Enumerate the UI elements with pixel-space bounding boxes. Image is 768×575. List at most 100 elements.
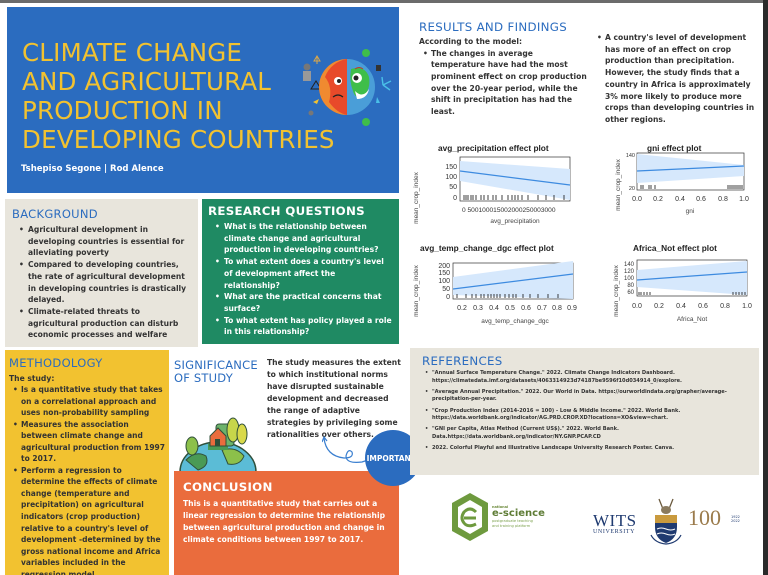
research-questions-list: What is the relationship between climate… — [208, 221, 393, 338]
earth-faces-illustration-icon — [303, 49, 392, 126]
reference-item: "Crop Production Index (2014-2016 = 100)… — [422, 408, 747, 423]
escience-hexagon-logo-icon — [452, 493, 488, 541]
significance-text: The study measures the extent to which i… — [267, 358, 401, 439]
references-section: REFERENCES "Annual Surface Temperature C… — [410, 348, 759, 475]
svg-text:mean_crop_index: mean_crop_index — [413, 264, 420, 316]
gni-plot-svg: mean_crop_index 140 20 0.0 0.2 0.4 0.6 0… — [615, 152, 749, 215]
africa-effect-plot: Africa_Not effect plot mean_crop_index 1… — [585, 243, 765, 348]
svg-text:1.0: 1.0 — [739, 196, 749, 203]
svg-text:0.6: 0.6 — [521, 305, 531, 312]
methodology-item: Measures the association between climate… — [9, 419, 165, 465]
centenary-years: 1922 2022 — [731, 515, 740, 523]
references-heading: REFERENCES — [422, 354, 503, 368]
svg-text:50: 50 — [449, 184, 457, 191]
svg-text:0.0: 0.0 — [632, 303, 642, 310]
methodology-list: Is a quantitative study that takes on a … — [9, 384, 165, 575]
reference-item: 2022. Colorful Playful and Illustrative … — [422, 445, 747, 453]
svg-text:Africa_Not: Africa_Not — [677, 316, 708, 323]
methodology-section: METHODOLOGY The study: Is a quantitative… — [5, 350, 169, 575]
methodology-intro: The study: — [9, 374, 55, 383]
curly-arrow-icon — [322, 436, 381, 463]
research-question-item: To what extent does a country's level of… — [208, 256, 393, 291]
conclusion-text: This is a quantitative study that carrie… — [183, 499, 386, 545]
plot-title: Africa_Not effect plot — [633, 243, 717, 253]
svg-text:0.4: 0.4 — [675, 196, 685, 203]
title-line-3: PRODUCTION IN — [22, 96, 223, 125]
escience-logo-text: national e-science postgraduate teaching… — [492, 505, 545, 528]
svg-text:mean_crop_index: mean_crop_index — [615, 158, 622, 210]
results-intro: According to the model: — [419, 37, 523, 46]
svg-text:100: 100 — [438, 278, 450, 285]
svg-text:100: 100 — [624, 276, 635, 282]
authors: Tshepiso Segone | Rod Alence — [21, 164, 164, 174]
svg-text:0.8: 0.8 — [552, 305, 562, 312]
title-line-2: AND AGRICULTURAL — [22, 67, 272, 96]
window-top-border — [0, 0, 768, 3]
svg-text:0.0: 0.0 — [632, 196, 642, 203]
svg-text:0.5: 0.5 — [505, 305, 515, 312]
svg-text:150: 150 — [438, 270, 450, 277]
research-questions-section: RESEARCH QUESTIONS What is the relations… — [202, 199, 399, 344]
background-list: Agricultural development in developing c… — [12, 224, 191, 341]
plot-title: avg_temp_change_dgc effect plot — [420, 243, 554, 253]
svg-text:0.7: 0.7 — [537, 305, 547, 312]
background-item: Compared to developing countries, the ra… — [12, 259, 191, 306]
temperature-effect-plot: avg_temp_change_dgc effect plot mean_cro… — [410, 243, 580, 348]
svg-text:0.9: 0.9 — [567, 305, 577, 312]
reference-item: "Annual Surface Temperature Change." 202… — [422, 370, 747, 385]
methodology-heading: METHODOLOGY — [9, 356, 103, 370]
methodology-item: Perform a regression to determine the ef… — [9, 465, 165, 575]
svg-text:20: 20 — [629, 186, 635, 192]
plot-title: avg_precipitation effect plot — [438, 143, 549, 153]
x-axis-label: avg_precipitation — [490, 218, 540, 225]
title-line-1: CLIMATE CHANGE — [22, 38, 243, 67]
escience-national: national — [492, 505, 509, 509]
results-column-1: According to the model: The changes in a… — [419, 36, 589, 118]
background-item: Agricultural development in developing c… — [12, 224, 191, 259]
precipitation-effect-plot: avg_precipitation effect plot mean_crop_… — [410, 143, 580, 243]
window-right-border — [763, 0, 768, 575]
results-column-2: A country's level of development has mor… — [593, 32, 763, 126]
results-list-1: The changes in average temperature have … — [419, 48, 589, 118]
results-item: A country's level of development has mor… — [593, 32, 763, 126]
svg-text:50: 50 — [442, 286, 450, 293]
svg-text:60: 60 — [627, 290, 634, 296]
svg-text:0: 0 — [446, 294, 450, 301]
references-list: "Annual Surface Temperature Change." 202… — [422, 370, 747, 453]
poster-title: CLIMATE CHANGE AND AGRICULTURAL PRODUCTI… — [22, 38, 382, 154]
svg-text:0.6: 0.6 — [696, 196, 706, 203]
precipitation-plot-svg: mean_crop_index 150 100 50 0 0 500100015… — [413, 156, 571, 225]
svg-text:0.3: 0.3 — [473, 305, 483, 312]
escience-name: e-science — [492, 508, 545, 519]
results-item: The changes in average temperature have … — [419, 48, 589, 118]
svg-text:0: 0 — [453, 195, 457, 202]
wits-logo-text: WITS UNIVERSITY — [593, 512, 637, 535]
svg-text:mean_crop_index: mean_crop_index — [613, 264, 620, 316]
reference-item: "Average Annual Precipitation." 2022. Ou… — [422, 389, 747, 404]
title-line-4: DEVELOPING COUNTRIES — [22, 125, 335, 154]
significance-heading-line1: SIGNIFICANCE — [174, 358, 258, 372]
year-start: 1922 — [731, 515, 740, 519]
svg-text:0 500100015002000250003000: 0 500100015002000250003000 — [462, 207, 556, 214]
svg-text:0.2: 0.2 — [457, 305, 467, 312]
svg-text:0.2: 0.2 — [654, 303, 664, 310]
svg-text:avg_temp_change_dgc: avg_temp_change_dgc — [481, 318, 549, 325]
poster-header: CLIMATE CHANGE AND AGRICULTURAL PRODUCTI… — [7, 7, 399, 193]
svg-text:200: 200 — [438, 263, 450, 270]
plot-title: gni effect plot — [647, 143, 702, 153]
background-heading: BACKGROUND — [12, 207, 98, 221]
svg-text:150: 150 — [445, 164, 457, 171]
research-question-item: What are the practical concerns that sur… — [208, 291, 393, 314]
conclusion-section: CONCLUSION This is a quantitative study … — [174, 471, 399, 575]
earth-house-trees-illustration-icon — [179, 417, 257, 472]
wits-name: WITS — [593, 511, 637, 530]
wits-crest-icon — [650, 498, 682, 545]
results-heading: RESULTS AND FINDINGS — [419, 20, 567, 34]
research-question-item: What is the relationship between climate… — [208, 221, 393, 256]
results-list-2: A country's level of development has mor… — [593, 32, 763, 126]
temperature-plot-svg: mean_crop_index 200 150 100 50 0 0.2 0.3… — [413, 261, 577, 325]
significance-heading: SIGNIFICANCE OF STUDY — [174, 359, 258, 384]
background-item: Climate-related threats to agricultural … — [12, 306, 191, 341]
svg-text:120: 120 — [624, 269, 635, 275]
svg-text:0.6: 0.6 — [698, 303, 708, 310]
